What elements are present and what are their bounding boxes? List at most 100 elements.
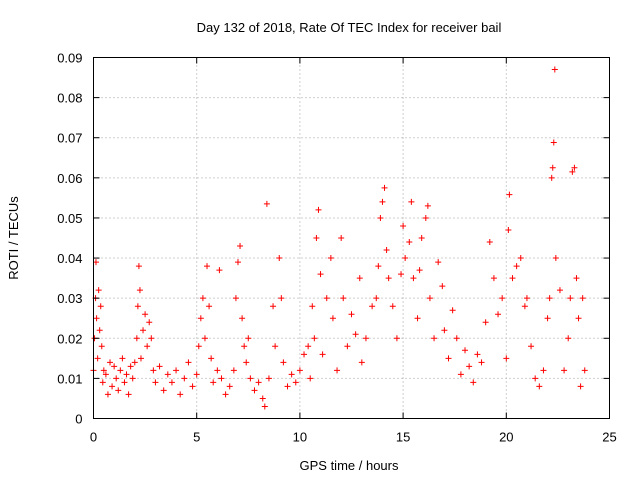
- data-point: [115, 387, 122, 394]
- data-point: [379, 198, 386, 205]
- data-point: [222, 391, 229, 398]
- data-point: [146, 319, 153, 326]
- data-point: [441, 327, 448, 334]
- data-point: [470, 379, 477, 386]
- data-point: [567, 295, 574, 302]
- data-point: [544, 315, 551, 322]
- data-point: [278, 295, 285, 302]
- data-point: [509, 275, 516, 282]
- data-point: [243, 359, 250, 366]
- data-point: [521, 303, 528, 310]
- data-point: [406, 239, 413, 246]
- data-point: [261, 403, 268, 410]
- data-point: [377, 214, 384, 221]
- data-point: [344, 343, 351, 350]
- data-point: [402, 255, 409, 262]
- data-point: [352, 331, 359, 338]
- data-point: [546, 295, 553, 302]
- data-point: [577, 383, 584, 390]
- data-point: [418, 235, 425, 241]
- data-point: [255, 379, 262, 386]
- data-point: [226, 383, 233, 390]
- data-point: [422, 214, 429, 221]
- data-point: [505, 226, 512, 233]
- y-tick-label: 0.07: [57, 131, 82, 146]
- data-point: [478, 359, 485, 366]
- x-tick-labels: 0 5 10 15 20 25: [90, 430, 617, 445]
- data-point: [109, 383, 116, 390]
- data-point: [97, 303, 104, 310]
- data-point: [276, 255, 283, 262]
- data-point: [375, 263, 382, 270]
- data-point: [408, 198, 415, 205]
- data-point: [136, 287, 143, 294]
- data-point: [129, 375, 136, 382]
- data-point: [292, 379, 299, 386]
- data-point: [503, 355, 510, 362]
- data-point: [134, 303, 141, 310]
- data-point: [148, 335, 155, 342]
- data-point: [93, 315, 100, 322]
- data-point: [569, 168, 576, 175]
- y-tick-label: 0.06: [57, 171, 82, 186]
- data-point: [424, 202, 431, 209]
- data-point: [315, 206, 322, 213]
- data-point: [259, 395, 266, 402]
- data-point: [206, 303, 213, 310]
- data-point: [123, 371, 130, 378]
- data-point: [517, 255, 524, 262]
- data-point: [137, 355, 144, 362]
- data-point: [490, 275, 497, 282]
- data-point: [381, 184, 388, 191]
- data-point: [551, 66, 558, 73]
- data-point: [523, 295, 530, 302]
- data-point: [98, 343, 105, 350]
- data-point: [210, 379, 217, 386]
- data-point: [311, 335, 318, 342]
- data-point: [195, 343, 202, 350]
- data-point: [133, 335, 140, 342]
- data-point: [95, 287, 102, 294]
- data-points: [90, 66, 588, 410]
- data-point: [334, 367, 341, 374]
- data-point: [549, 164, 556, 171]
- data-point: [453, 335, 460, 342]
- data-point: [327, 255, 334, 262]
- data-point: [383, 247, 390, 254]
- data-point: [462, 347, 469, 354]
- data-point: [99, 379, 106, 386]
- data-point: [575, 315, 582, 322]
- data-point: [579, 295, 586, 302]
- data-point: [338, 235, 345, 241]
- data-point: [305, 343, 312, 350]
- data-point: [556, 287, 563, 294]
- data-point: [313, 235, 320, 241]
- data-point: [284, 383, 291, 390]
- data-point: [369, 303, 376, 310]
- data-point: [247, 375, 254, 382]
- data-point: [263, 200, 270, 207]
- data-point: [164, 371, 171, 378]
- grid-lines: [93, 57, 610, 419]
- data-point: [214, 367, 221, 374]
- data-point: [185, 359, 192, 366]
- data-point: [125, 391, 132, 398]
- data-point: [117, 367, 124, 374]
- data-point: [197, 315, 204, 322]
- data-point: [142, 311, 149, 318]
- data-point: [398, 271, 405, 278]
- data-point: [208, 355, 215, 362]
- y-tick-label: 0.02: [57, 331, 82, 346]
- data-point: [127, 363, 134, 370]
- x-tick-label: 25: [602, 430, 616, 445]
- data-point: [466, 363, 473, 370]
- data-point: [486, 239, 493, 246]
- data-point: [150, 367, 157, 374]
- x-tick-label: 10: [293, 430, 307, 445]
- y-tick-labels: 0 0.01 0.02 0.03 0.04 0.05 0.06 0.07 0.08 0.09: [57, 51, 82, 427]
- data-point: [431, 335, 438, 342]
- data-point: [135, 263, 142, 270]
- data-point: [362, 335, 369, 342]
- data-point: [111, 363, 118, 370]
